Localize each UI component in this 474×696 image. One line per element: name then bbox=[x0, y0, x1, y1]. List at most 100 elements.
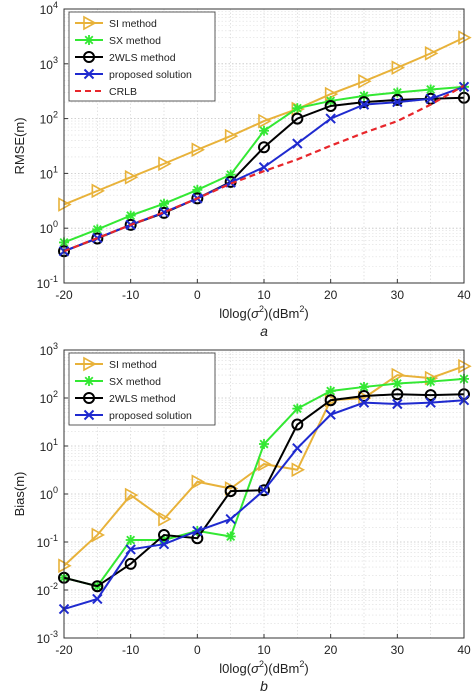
data-point bbox=[225, 513, 236, 525]
data-point bbox=[292, 442, 303, 454]
data-point bbox=[325, 385, 336, 396]
data-point bbox=[259, 125, 269, 136]
data-point bbox=[391, 60, 406, 76]
data-point bbox=[358, 390, 370, 403]
data-point bbox=[425, 397, 436, 408]
data-point bbox=[258, 484, 270, 496]
data-point bbox=[124, 557, 137, 570]
legend-item: proposed solution bbox=[75, 409, 192, 422]
legend-item: proposed solution bbox=[75, 68, 192, 81]
y-tick-label: 10-3 bbox=[37, 629, 58, 646]
x-tick-label: 40 bbox=[457, 643, 471, 657]
y-tick-label: 104 bbox=[40, 0, 58, 17]
data-point bbox=[91, 527, 106, 543]
data-point bbox=[358, 96, 370, 109]
x-tick-label: -20 bbox=[55, 643, 73, 657]
legend-label: CRLB bbox=[109, 86, 137, 98]
data-point bbox=[391, 388, 404, 401]
data-point bbox=[258, 484, 270, 497]
data-point bbox=[158, 207, 170, 218]
data-point bbox=[258, 456, 272, 472]
data-point bbox=[291, 462, 306, 478]
data-point bbox=[125, 535, 136, 546]
data-point bbox=[425, 93, 436, 104]
data-point bbox=[158, 511, 172, 527]
legend-label: SX method bbox=[109, 35, 161, 47]
data-point bbox=[124, 218, 137, 231]
data-point bbox=[291, 112, 304, 125]
data-point bbox=[191, 532, 204, 545]
data-point bbox=[124, 487, 139, 503]
data-point bbox=[91, 580, 104, 593]
x-tick-label: -10 bbox=[122, 288, 140, 302]
legend-item: 2WLS method bbox=[75, 392, 176, 405]
data-point bbox=[425, 84, 436, 95]
x-tick-label: 30 bbox=[391, 288, 405, 302]
y-tick-label: 100 bbox=[40, 485, 58, 502]
series-line bbox=[63, 365, 465, 567]
chart-a-rmse: -20 -10 0 10 20 30 40 10-1 100 101 102 103 104 RMSE(m… bbox=[12, 0, 472, 339]
data-point bbox=[225, 531, 236, 542]
data-point bbox=[125, 210, 136, 221]
data-point bbox=[91, 232, 104, 245]
data-point bbox=[224, 485, 237, 498]
y-tick-label: 100 bbox=[40, 219, 58, 236]
x-tick-label: -20 bbox=[55, 288, 73, 302]
legend-label: 2WLS method bbox=[109, 52, 176, 64]
legend-label: proposed solution bbox=[109, 410, 192, 422]
data-point bbox=[158, 156, 172, 172]
legend-item: 2WLS method bbox=[75, 51, 176, 64]
data-point bbox=[324, 394, 337, 407]
legend-label: SX method bbox=[109, 376, 161, 388]
y-axis-label: Bias(m) bbox=[12, 472, 27, 517]
data-point bbox=[391, 367, 406, 383]
data-point bbox=[424, 389, 437, 402]
data-point bbox=[158, 206, 170, 219]
data-point bbox=[292, 103, 303, 114]
x-tick-label: 30 bbox=[391, 643, 405, 657]
series-proposed-solution bbox=[58, 394, 470, 615]
data-point bbox=[359, 381, 369, 392]
legend-item: SX method bbox=[75, 35, 161, 47]
data-point bbox=[392, 378, 403, 389]
data-point bbox=[359, 90, 369, 101]
x-tick-label: 10 bbox=[257, 643, 271, 657]
data-point bbox=[358, 99, 370, 110]
data-point bbox=[258, 141, 270, 154]
series-line bbox=[63, 36, 465, 206]
y-tick-label: 101 bbox=[40, 164, 58, 181]
y-tick-label: 101 bbox=[40, 437, 58, 454]
legend-label: SI method bbox=[109, 359, 157, 371]
x-axis-label: l0log(σ2)(dBm2) bbox=[219, 659, 308, 676]
data-point bbox=[324, 99, 337, 112]
legend: SI method SX method 2WLS method proposed so… bbox=[68, 352, 216, 426]
data-point bbox=[391, 93, 404, 106]
legend: SI method SX method 2WLS method proposed so… bbox=[68, 11, 216, 102]
x-tick-label: -10 bbox=[122, 643, 140, 657]
data-point bbox=[192, 184, 203, 195]
legend-marker bbox=[83, 68, 95, 80]
legend-marker bbox=[83, 15, 97, 31]
data-point bbox=[258, 161, 270, 173]
data-point bbox=[292, 403, 303, 414]
data-point bbox=[325, 113, 336, 124]
legend-marker bbox=[84, 376, 94, 386]
series-crlb bbox=[63, 84, 465, 253]
y-tick-label: 10-1 bbox=[37, 274, 58, 291]
data-point bbox=[125, 544, 136, 555]
data-point bbox=[191, 142, 206, 158]
data-point bbox=[158, 538, 170, 550]
legend-label: 2WLS method bbox=[109, 393, 176, 405]
data-point bbox=[191, 474, 206, 490]
x-tick-label: 20 bbox=[324, 288, 338, 302]
data-point bbox=[191, 192, 204, 205]
data-point bbox=[225, 169, 236, 180]
legend-marker bbox=[83, 392, 95, 404]
y-tick-label: 102 bbox=[40, 110, 58, 127]
legend-item: CRLB bbox=[75, 86, 137, 98]
data-point bbox=[91, 183, 106, 199]
y-tick-label: 102 bbox=[40, 389, 58, 406]
legend-item: SI method bbox=[75, 15, 157, 31]
data-point bbox=[358, 73, 372, 89]
data-point bbox=[392, 398, 403, 410]
